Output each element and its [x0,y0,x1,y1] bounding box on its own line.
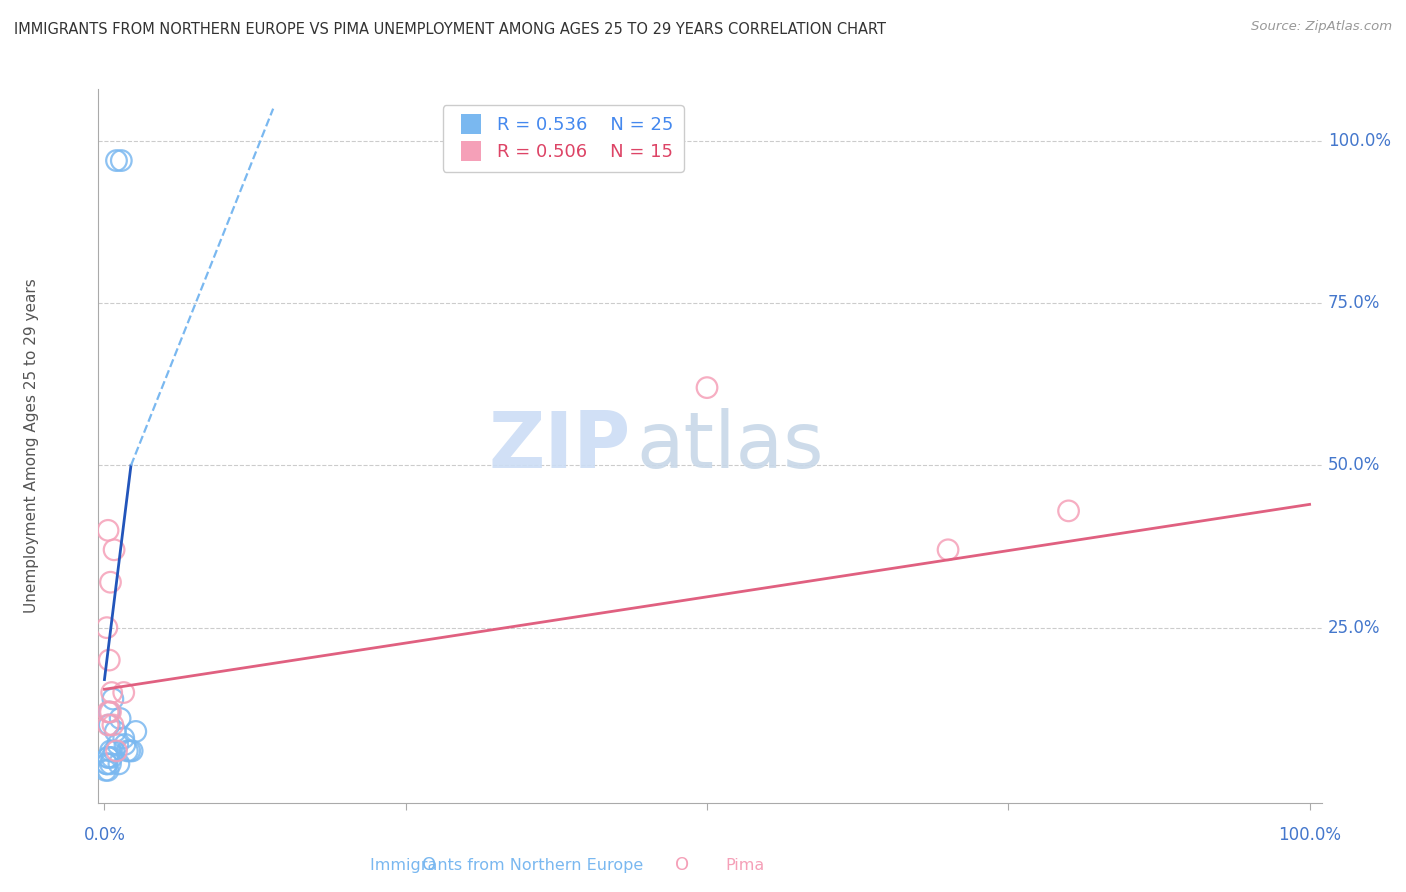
Text: ZIP: ZIP [488,408,630,484]
Point [94,764,117,778]
Point [101,718,124,732]
Point [100,685,122,699]
Text: 50.0%: 50.0% [1327,457,1381,475]
Point [112,731,135,745]
Point [112,685,135,699]
Point [1057,504,1080,518]
Text: Unemployment Among Ages 25 to 29 years: Unemployment Among Ages 25 to 29 years [24,278,38,614]
Point [101,692,124,706]
Text: IMMIGRANTS FROM NORTHERN EUROPE VS PIMA UNEMPLOYMENT AMONG AGES 25 TO 29 YEARS C: IMMIGRANTS FROM NORTHERN EUROPE VS PIMA … [14,22,886,37]
Text: O: O [422,856,436,874]
Point [105,153,128,168]
Point [696,381,718,395]
Point [100,750,122,764]
Point [118,744,141,758]
Text: atlas: atlas [637,408,824,484]
Text: 75.0%: 75.0% [1327,294,1381,312]
Point [100,705,122,719]
Point [103,744,125,758]
Text: Immigrants from Northern Europe: Immigrants from Northern Europe [370,858,643,872]
Point [96,756,118,771]
Point [98,718,121,732]
Point [97,750,120,764]
Point [98,653,121,667]
Point [97,718,120,732]
Point [98,705,121,719]
Point [104,724,127,739]
Text: 100.0%: 100.0% [1278,825,1341,844]
Point [103,542,125,557]
Point [97,764,120,778]
Point [125,724,148,739]
Point [100,744,122,758]
Point [114,738,136,752]
Legend: R = 0.536    N = 25, R = 0.506    N = 15: R = 0.536 N = 25, R = 0.506 N = 15 [443,105,683,172]
Text: Source: ZipAtlas.com: Source: ZipAtlas.com [1251,20,1392,33]
Point [110,153,132,168]
Point [97,705,120,719]
Point [936,542,959,557]
Text: 0.0%: 0.0% [83,825,125,844]
Point [97,524,120,538]
Point [108,711,131,725]
Point [121,744,143,758]
Point [107,738,129,752]
Point [117,744,139,758]
Text: 100.0%: 100.0% [1327,132,1391,150]
Point [97,750,120,764]
Point [108,756,131,771]
Text: O: O [675,856,689,874]
Text: Pima: Pima [725,858,765,872]
Point [96,621,118,635]
Point [100,575,122,590]
Point [105,744,128,758]
Text: 25.0%: 25.0% [1327,619,1381,637]
Point [100,756,122,771]
Point [96,756,118,771]
